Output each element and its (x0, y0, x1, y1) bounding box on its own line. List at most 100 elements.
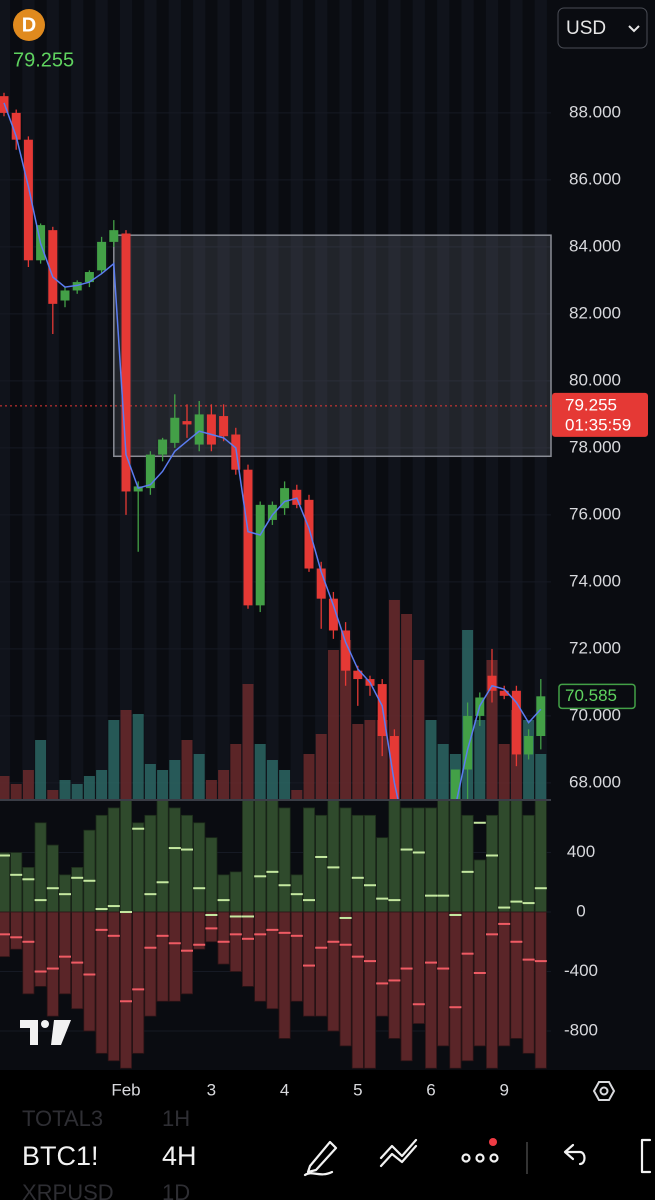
y-tick-label: 68.000 (569, 772, 621, 791)
more-dot[interactable] (461, 1153, 471, 1163)
osc-negative-bar (278, 911, 291, 1039)
candle-body (145, 454, 155, 489)
candle-body (133, 486, 143, 492)
stripe (46, 0, 59, 800)
draw-icon[interactable] (303, 1140, 338, 1177)
volume-bar (242, 684, 254, 800)
stripe (193, 0, 206, 800)
osc-positive-bar (95, 814, 108, 913)
candle-body (487, 675, 497, 691)
prev-interval[interactable]: 1H (162, 1106, 190, 1131)
stripe (412, 0, 425, 800)
osc-negative-bar (254, 911, 267, 1002)
stripe (461, 0, 474, 800)
osc-positive-bar (217, 874, 230, 913)
osc-negative-bar (363, 911, 376, 1069)
settings-icon-center (599, 1086, 609, 1096)
countdown-label: 01:35:59 (565, 415, 631, 434)
volume-bar (523, 720, 535, 800)
volume-bar (401, 614, 413, 800)
fullscreen-icon[interactable] (640, 1138, 652, 1174)
osc-positive-bar (400, 807, 413, 913)
volume-bar (10, 784, 22, 800)
volume-bar (376, 720, 388, 800)
osc-negative-bar (205, 911, 218, 943)
interval[interactable]: 4H (162, 1141, 197, 1171)
volume-bar (352, 724, 364, 800)
candle-body (304, 499, 314, 569)
osc-positive-bar (473, 859, 486, 913)
osc-positive-bar (266, 801, 279, 913)
candle-body (524, 736, 534, 755)
candle-body (243, 469, 253, 606)
volume-bar (35, 740, 47, 800)
badge-letter: D (22, 14, 36, 36)
volume-bar (83, 776, 95, 800)
osc-positive-bar (0, 852, 10, 913)
volume-bar (254, 744, 266, 800)
osc-positive-bar (315, 814, 328, 913)
volume-bar (498, 744, 510, 800)
toolbar (0, 1110, 655, 1200)
next-symbol[interactable]: XRPUSD (22, 1180, 114, 1200)
currency-select[interactable] (557, 7, 648, 49)
osc-negative-bar (10, 911, 23, 950)
candle-body (499, 690, 509, 696)
volume-bar (303, 754, 315, 800)
more-dot (475, 1153, 485, 1163)
osc-negative-bar (266, 911, 279, 1010)
osc-negative-bar (388, 911, 401, 1039)
candle-body (267, 504, 277, 520)
oscillator-layer (0, 801, 547, 1069)
next-interval[interactable]: 1D (162, 1180, 190, 1200)
x-tick-label: 9 (499, 1080, 508, 1099)
osc-positive-bar (302, 807, 315, 913)
settings-icon[interactable] (592, 1081, 616, 1101)
stripe (217, 0, 230, 800)
symbol-badge[interactable] (13, 9, 45, 41)
tv-logo (20, 1020, 71, 1045)
candle-body (121, 233, 131, 492)
osc-positive-bar (10, 852, 23, 913)
osc-negative-bar (34, 911, 47, 987)
volume-bar (425, 720, 437, 800)
osc-negative-bar (534, 911, 547, 1069)
volume-bar (327, 650, 339, 800)
symbol[interactable]: BTC1! (22, 1141, 99, 1171)
candle-body (536, 696, 546, 737)
osc-negative-bar (22, 911, 35, 995)
osc-negative-bar (315, 911, 328, 1017)
candle-body (328, 598, 338, 631)
osc-negative-bar (120, 911, 133, 1069)
currency-label: USD (566, 18, 606, 39)
prev-symbol[interactable]: TOTAL3 (22, 1106, 103, 1131)
osc-negative-bar (473, 911, 486, 1047)
y-tick-label: -800 (564, 1021, 598, 1040)
osc-positive-bar (522, 814, 535, 913)
volume-bar (474, 720, 486, 800)
osc-negative-bar (302, 911, 315, 1017)
volume-bar (279, 770, 291, 800)
osc-positive-bar (107, 807, 120, 913)
candle-body (463, 715, 473, 770)
axes: 88.000 86.000 84.000 82.000 80.000 78.000 76.0… (0, 102, 648, 1099)
osc-negative-bar (107, 911, 120, 1062)
price-label: 79.255 (565, 395, 617, 414)
osc-negative-bar (424, 911, 437, 1069)
y-tick-label: 74.000 (569, 571, 621, 590)
volume-bar (71, 784, 83, 800)
candle-body (389, 736, 399, 800)
osc-negative-bar (168, 911, 181, 1002)
volume-bar (181, 740, 193, 800)
stripe (266, 0, 279, 800)
volume-bar (291, 790, 303, 800)
candle-body (97, 241, 107, 271)
notification-dot (489, 1138, 497, 1146)
undo-icon[interactable] (563, 1143, 586, 1166)
y-tick-label: 72.000 (569, 638, 621, 657)
stripe (95, 0, 108, 800)
indicators-icon[interactable] (379, 1138, 418, 1168)
osc-positive-bar (363, 814, 376, 913)
osc-positive-bar (534, 801, 547, 913)
osc-positive-bar (168, 807, 181, 913)
